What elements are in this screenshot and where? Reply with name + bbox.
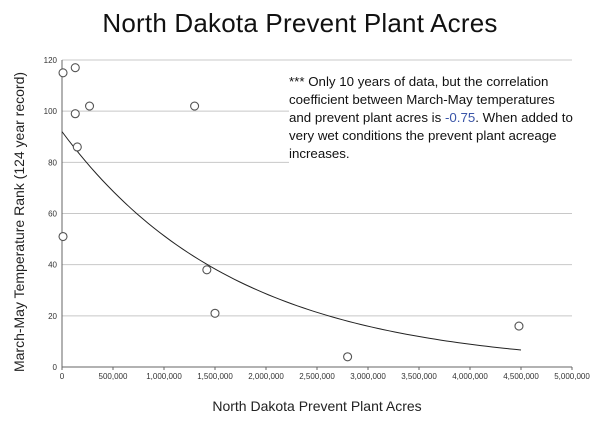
y-tick-label: 20 [48,312,57,321]
x-tick-label: 0 [60,372,65,381]
y-tick-label: 100 [44,107,58,116]
y-tick-label: 80 [48,158,57,167]
y-tick-label: 60 [48,210,57,219]
x-tick-label: 4,000,000 [452,372,488,381]
correlation-coefficient: -0.75 [444,110,476,125]
y-tick-labels: 0 20 40 60 80 100 120 [44,56,58,372]
x-axis-label: North Dakota Prevent Plant Acres [212,398,422,414]
x-tick-label: 4,500,000 [503,372,539,381]
data-point [70,109,80,119]
x-tick-label: 5,000,000 [554,372,590,381]
x-tick-label: 3,500,000 [401,372,437,381]
data-point [190,101,200,111]
y-tick-label: 120 [44,56,58,65]
chart-title: North Dakota Prevent Plant Acres [102,8,498,38]
data-point [202,265,212,275]
x-tick-label: 2,500,000 [299,372,335,381]
data-point [84,101,95,111]
annotation-text-after: . When added to very wet conditions the … [289,110,573,161]
x-tick-label: 500,000 [99,372,128,381]
data-point [70,63,80,73]
x-tick-label: 1,500,000 [197,372,233,381]
data-point [58,231,68,242]
x-tick-label: 2,000,000 [248,372,284,381]
y-tick-label: 40 [48,261,57,270]
data-points [58,63,524,362]
data-point [514,321,524,331]
annotation-note: *** Only 10 years of data, but the corre… [289,73,579,163]
x-tick-label: 1,000,000 [146,372,182,381]
y-axis-label: March-May Temperature Rank (124 year rec… [11,71,27,373]
data-point [58,68,68,78]
data-point [343,352,353,362]
x-tick-labels: 0 500,000 1,000,000 1,500,000 2,000,000 2,500… [60,372,591,381]
axes [61,60,573,370]
data-point [210,308,220,318]
y-tick-label: 0 [53,363,58,372]
data-point [72,142,82,152]
trendline [61,131,522,351]
x-tick-label: 3,000,000 [350,372,386,381]
annotation-text: *** Only 10 years of data, but the corre… [289,74,555,125]
